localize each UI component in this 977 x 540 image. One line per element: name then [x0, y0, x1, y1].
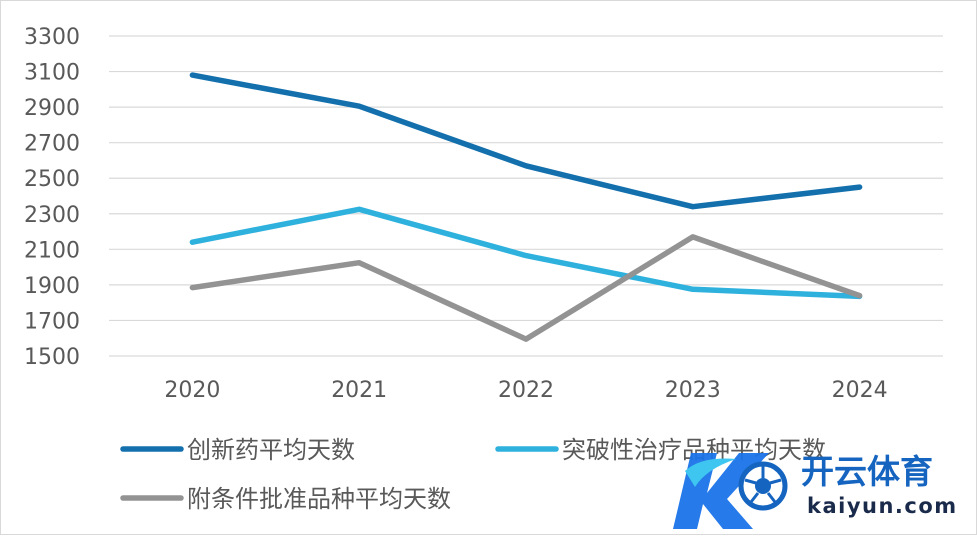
x-tick-label: 2023 [665, 378, 721, 403]
x-tick-label: 2021 [331, 378, 387, 403]
legend-label: 附条件批准品种平均天数 [187, 485, 451, 513]
series-line [189, 234, 863, 342]
legend-label: 创新药平均天数 [187, 436, 355, 464]
legend-item: 附条件批准品种平均天数 [120, 485, 451, 513]
y-tick-label: 3300 [24, 25, 80, 50]
x-tick-label: 2024 [832, 378, 888, 403]
x-tick-label: 2020 [164, 378, 220, 403]
series-line [189, 72, 863, 210]
legend-item: 创新药平均天数 [120, 436, 355, 464]
y-tick-label: 2100 [24, 238, 80, 263]
y-tick-label: 3100 [24, 61, 80, 86]
watermark-title: 开云体育 [801, 452, 933, 491]
y-tick-label: 2700 [24, 132, 80, 157]
y-tick-label: 2300 [24, 203, 80, 228]
legend-item: 突破性治疗品种平均天数 [495, 436, 826, 464]
x-tick-label: 2022 [498, 378, 554, 403]
y-tick-label: 1900 [24, 274, 80, 299]
series-line [189, 206, 863, 300]
watermark-logo: 开云体育 kaiyun.com [673, 452, 958, 529]
y-tick-label: 1700 [24, 309, 80, 334]
y-tick-label: 1500 [24, 345, 80, 370]
y-axis-tick-labels: 1500 1700 1900 2100 2300 2500 2700 2900 3100 3300 [24, 25, 80, 370]
y-tick-label: 2500 [24, 167, 80, 192]
watermark-subtitle: kaiyun.com [807, 494, 958, 518]
series-lines [189, 72, 863, 342]
x-axis-tick-labels: 2020 2021 2022 2023 2024 [164, 378, 887, 403]
logo-swoosh [685, 458, 736, 487]
grid-lines [109, 35, 943, 357]
y-tick-label: 2900 [24, 96, 80, 121]
